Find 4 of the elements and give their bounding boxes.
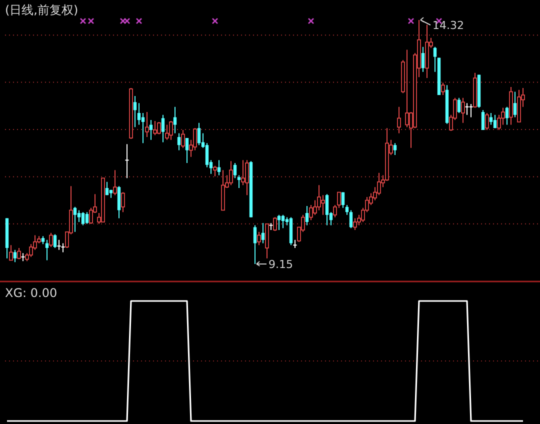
chart-title: (日线,前复权) [5, 3, 78, 17]
annotation: 14.32 [432, 19, 464, 32]
chart-title: XG: 0.00 [5, 286, 58, 300]
annotation: 9.15 [268, 258, 293, 271]
